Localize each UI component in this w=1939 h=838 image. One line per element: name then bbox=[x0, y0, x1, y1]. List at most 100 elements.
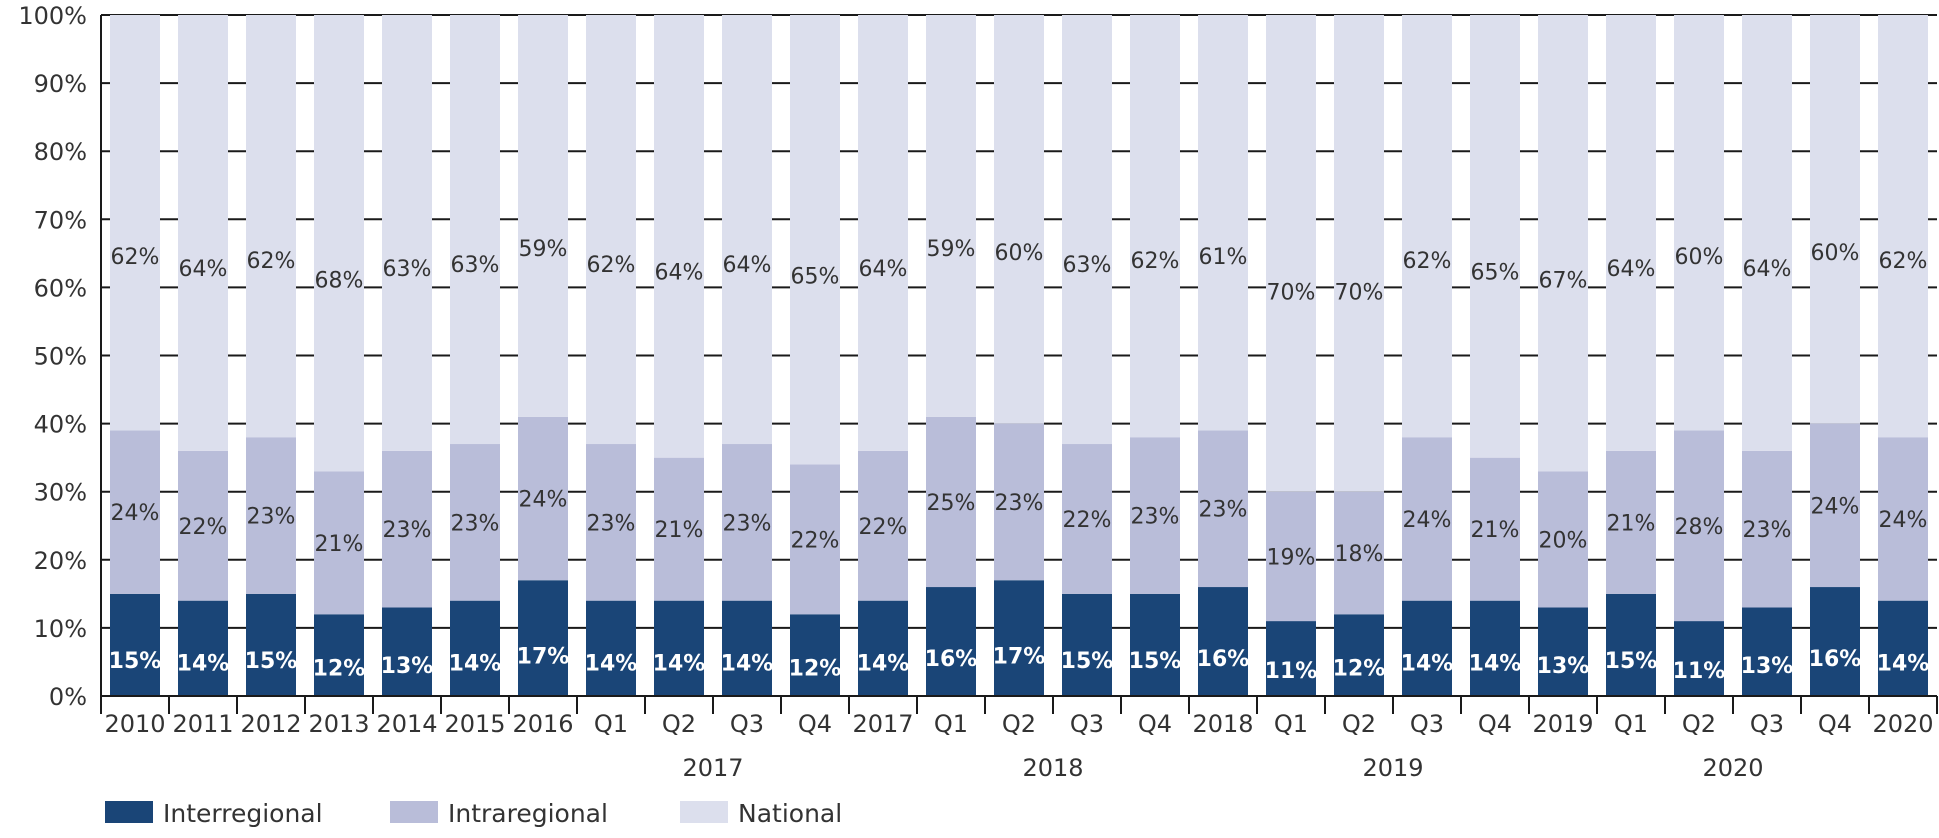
bar-segment-national bbox=[450, 15, 500, 445]
bar-segment-interregional bbox=[1606, 593, 1656, 696]
bar-segment-interregional bbox=[1266, 621, 1316, 696]
x-tick-label: Q3 bbox=[730, 710, 764, 738]
bar-segment-interregional bbox=[1470, 600, 1520, 696]
bar-segment-intraregional bbox=[1810, 423, 1860, 588]
bar-segment-national bbox=[790, 15, 840, 465]
x-tick-label: Q3 bbox=[1070, 710, 1104, 738]
bar-segment-national bbox=[858, 15, 908, 451]
x-tick-label: Q2 bbox=[662, 710, 696, 738]
bar-segment-intraregional bbox=[1402, 437, 1452, 601]
bar-segment-intraregional bbox=[858, 450, 908, 601]
x-tick-label: 2020 bbox=[1872, 710, 1933, 738]
data-label: 23% bbox=[451, 511, 500, 536]
data-label: 11% bbox=[1673, 659, 1726, 684]
y-tick-label: 60% bbox=[34, 274, 87, 302]
x-group-label: 2019 bbox=[1362, 754, 1423, 782]
bar-segment-national bbox=[586, 15, 636, 445]
x-tick-label: 2013 bbox=[308, 710, 369, 738]
x-group-label: 2018 bbox=[1022, 754, 1083, 782]
bar-segment-national bbox=[654, 15, 704, 458]
data-label: 20% bbox=[1539, 528, 1588, 553]
y-tick-label: 40% bbox=[34, 411, 87, 439]
bar-segment-intraregional bbox=[1742, 450, 1792, 608]
data-label: 64% bbox=[859, 257, 908, 282]
y-tick-label: 30% bbox=[34, 479, 87, 507]
bar-segment-intraregional bbox=[450, 444, 500, 601]
data-label: 62% bbox=[247, 249, 296, 274]
data-label: 60% bbox=[1811, 241, 1860, 266]
data-label: 16% bbox=[1809, 647, 1862, 672]
bar-segment-national bbox=[926, 15, 976, 417]
data-label: 14% bbox=[1401, 652, 1454, 677]
bar-segment-intraregional bbox=[790, 464, 840, 615]
bar-segment-intraregional bbox=[1062, 444, 1112, 594]
data-label: 64% bbox=[1743, 257, 1792, 282]
bar-segment-national bbox=[1878, 15, 1928, 438]
bar-segment-interregional bbox=[1674, 621, 1724, 696]
data-label: 14% bbox=[721, 652, 774, 677]
bar-segment-national bbox=[1062, 15, 1112, 445]
bar-segment-national bbox=[246, 15, 296, 438]
data-label: 67% bbox=[1539, 269, 1588, 294]
data-label: 21% bbox=[1607, 511, 1656, 536]
data-label: 24% bbox=[1811, 494, 1860, 519]
bar-segment-national bbox=[1198, 15, 1248, 431]
bar-segment-interregional bbox=[246, 593, 296, 696]
bar-segment-intraregional bbox=[1878, 437, 1928, 601]
data-label: 70% bbox=[1335, 280, 1384, 305]
bar-segment-interregional bbox=[586, 600, 636, 696]
data-label: 64% bbox=[179, 257, 228, 282]
bar-segment-interregional bbox=[994, 580, 1044, 696]
x-tick-label: 2010 bbox=[104, 710, 165, 738]
x-tick-label: Q2 bbox=[1002, 710, 1036, 738]
bar-segment-intraregional bbox=[1606, 450, 1656, 594]
bar-segment-intraregional bbox=[382, 450, 432, 608]
data-label: 23% bbox=[587, 511, 636, 536]
data-label: 23% bbox=[1199, 498, 1248, 523]
x-tick-label: 2012 bbox=[240, 710, 301, 738]
data-label: 12% bbox=[789, 656, 842, 681]
data-label: 23% bbox=[995, 491, 1044, 516]
bar-segment-national bbox=[722, 15, 772, 445]
data-label: 22% bbox=[1063, 508, 1112, 533]
bar-segment-interregional bbox=[1538, 607, 1588, 696]
legend-label: Intraregional bbox=[448, 799, 608, 828]
data-label: 22% bbox=[859, 515, 908, 540]
bar-segment-interregional bbox=[178, 600, 228, 696]
y-tick-label: 100% bbox=[18, 2, 87, 30]
bar-segment-intraregional bbox=[178, 450, 228, 601]
bar-segment-national bbox=[1130, 15, 1180, 438]
data-label: 13% bbox=[1741, 654, 1794, 679]
x-tick-label: 2014 bbox=[376, 710, 437, 738]
data-label: 65% bbox=[791, 265, 840, 290]
data-label: 62% bbox=[111, 245, 160, 270]
data-label: 64% bbox=[723, 253, 772, 278]
bar-segment-national bbox=[1334, 15, 1384, 492]
bar-segment-interregional bbox=[314, 614, 364, 696]
data-label: 12% bbox=[1333, 656, 1386, 681]
bar-segment-national bbox=[1810, 15, 1860, 424]
x-tick-label: 2016 bbox=[512, 710, 573, 738]
bar-segment-national bbox=[1402, 15, 1452, 438]
data-label: 12% bbox=[313, 656, 366, 681]
data-label: 65% bbox=[1471, 261, 1520, 286]
x-tick-label: Q4 bbox=[798, 710, 832, 738]
data-label: 64% bbox=[1607, 257, 1656, 282]
data-label: 23% bbox=[723, 511, 772, 536]
data-label: 15% bbox=[1061, 649, 1114, 674]
bar-segment-intraregional bbox=[1334, 491, 1384, 615]
data-label: 25% bbox=[927, 491, 976, 516]
bar-segment-interregional bbox=[1198, 587, 1248, 696]
x-tick-label: 2011 bbox=[172, 710, 233, 738]
bar-segment-interregional bbox=[790, 614, 840, 696]
x-tick-label: Q2 bbox=[1682, 710, 1716, 738]
legend-label: Interregional bbox=[163, 799, 323, 828]
data-label: 15% bbox=[1129, 649, 1182, 674]
data-label: 70% bbox=[1267, 280, 1316, 305]
data-label: 14% bbox=[1877, 652, 1930, 677]
x-tick-label: Q1 bbox=[1274, 710, 1308, 738]
bar-segment-interregional bbox=[654, 600, 704, 696]
data-label: 23% bbox=[1743, 518, 1792, 543]
x-group-label: 2020 bbox=[1702, 754, 1763, 782]
